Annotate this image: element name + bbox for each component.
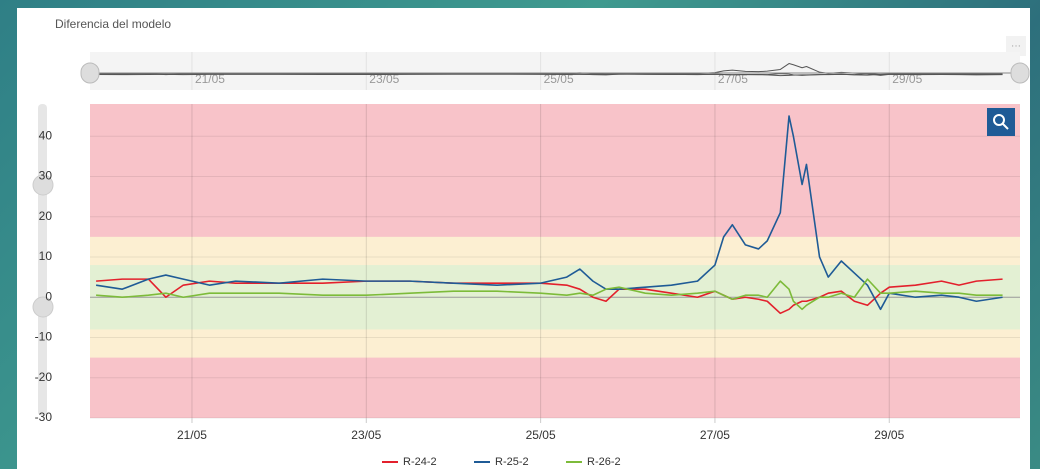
legend-label: R-24-2: [403, 456, 437, 468]
x-tick-label: 23/05: [351, 428, 381, 442]
x-tick-label: 21/05: [177, 428, 207, 442]
y-tick-label: -10: [35, 330, 53, 344]
legend-label: R-25-2: [495, 456, 529, 468]
x-tick-label: 29/05: [874, 428, 904, 442]
y-tick-label: 10: [39, 249, 53, 263]
y-tick-label: 40: [39, 128, 53, 142]
x-tick-label: 27/05: [700, 428, 730, 442]
y-tick-label: 20: [39, 209, 53, 223]
y-tick-label: -20: [35, 370, 53, 384]
navigator-handle[interactable]: [81, 63, 99, 83]
navigator-handle[interactable]: [1011, 63, 1029, 83]
y-tick-label: 0: [45, 289, 52, 303]
x-tick-label: 25/05: [526, 428, 556, 442]
chart: Diferencia del modelo ··· -30 -20 -10 0 10 20…: [0, 0, 1040, 469]
page: {"chart_data": {"type": "line", "title":…: [0, 0, 1040, 469]
legend-label: R-26-2: [587, 456, 621, 468]
chart-title: Diferencia del modelo: [55, 17, 171, 31]
y-tick-label: -30: [35, 410, 53, 424]
menu-icon: ···: [1011, 41, 1021, 52]
y-tick-label: 30: [39, 169, 53, 183]
zoom-button[interactable]: [987, 108, 1015, 136]
